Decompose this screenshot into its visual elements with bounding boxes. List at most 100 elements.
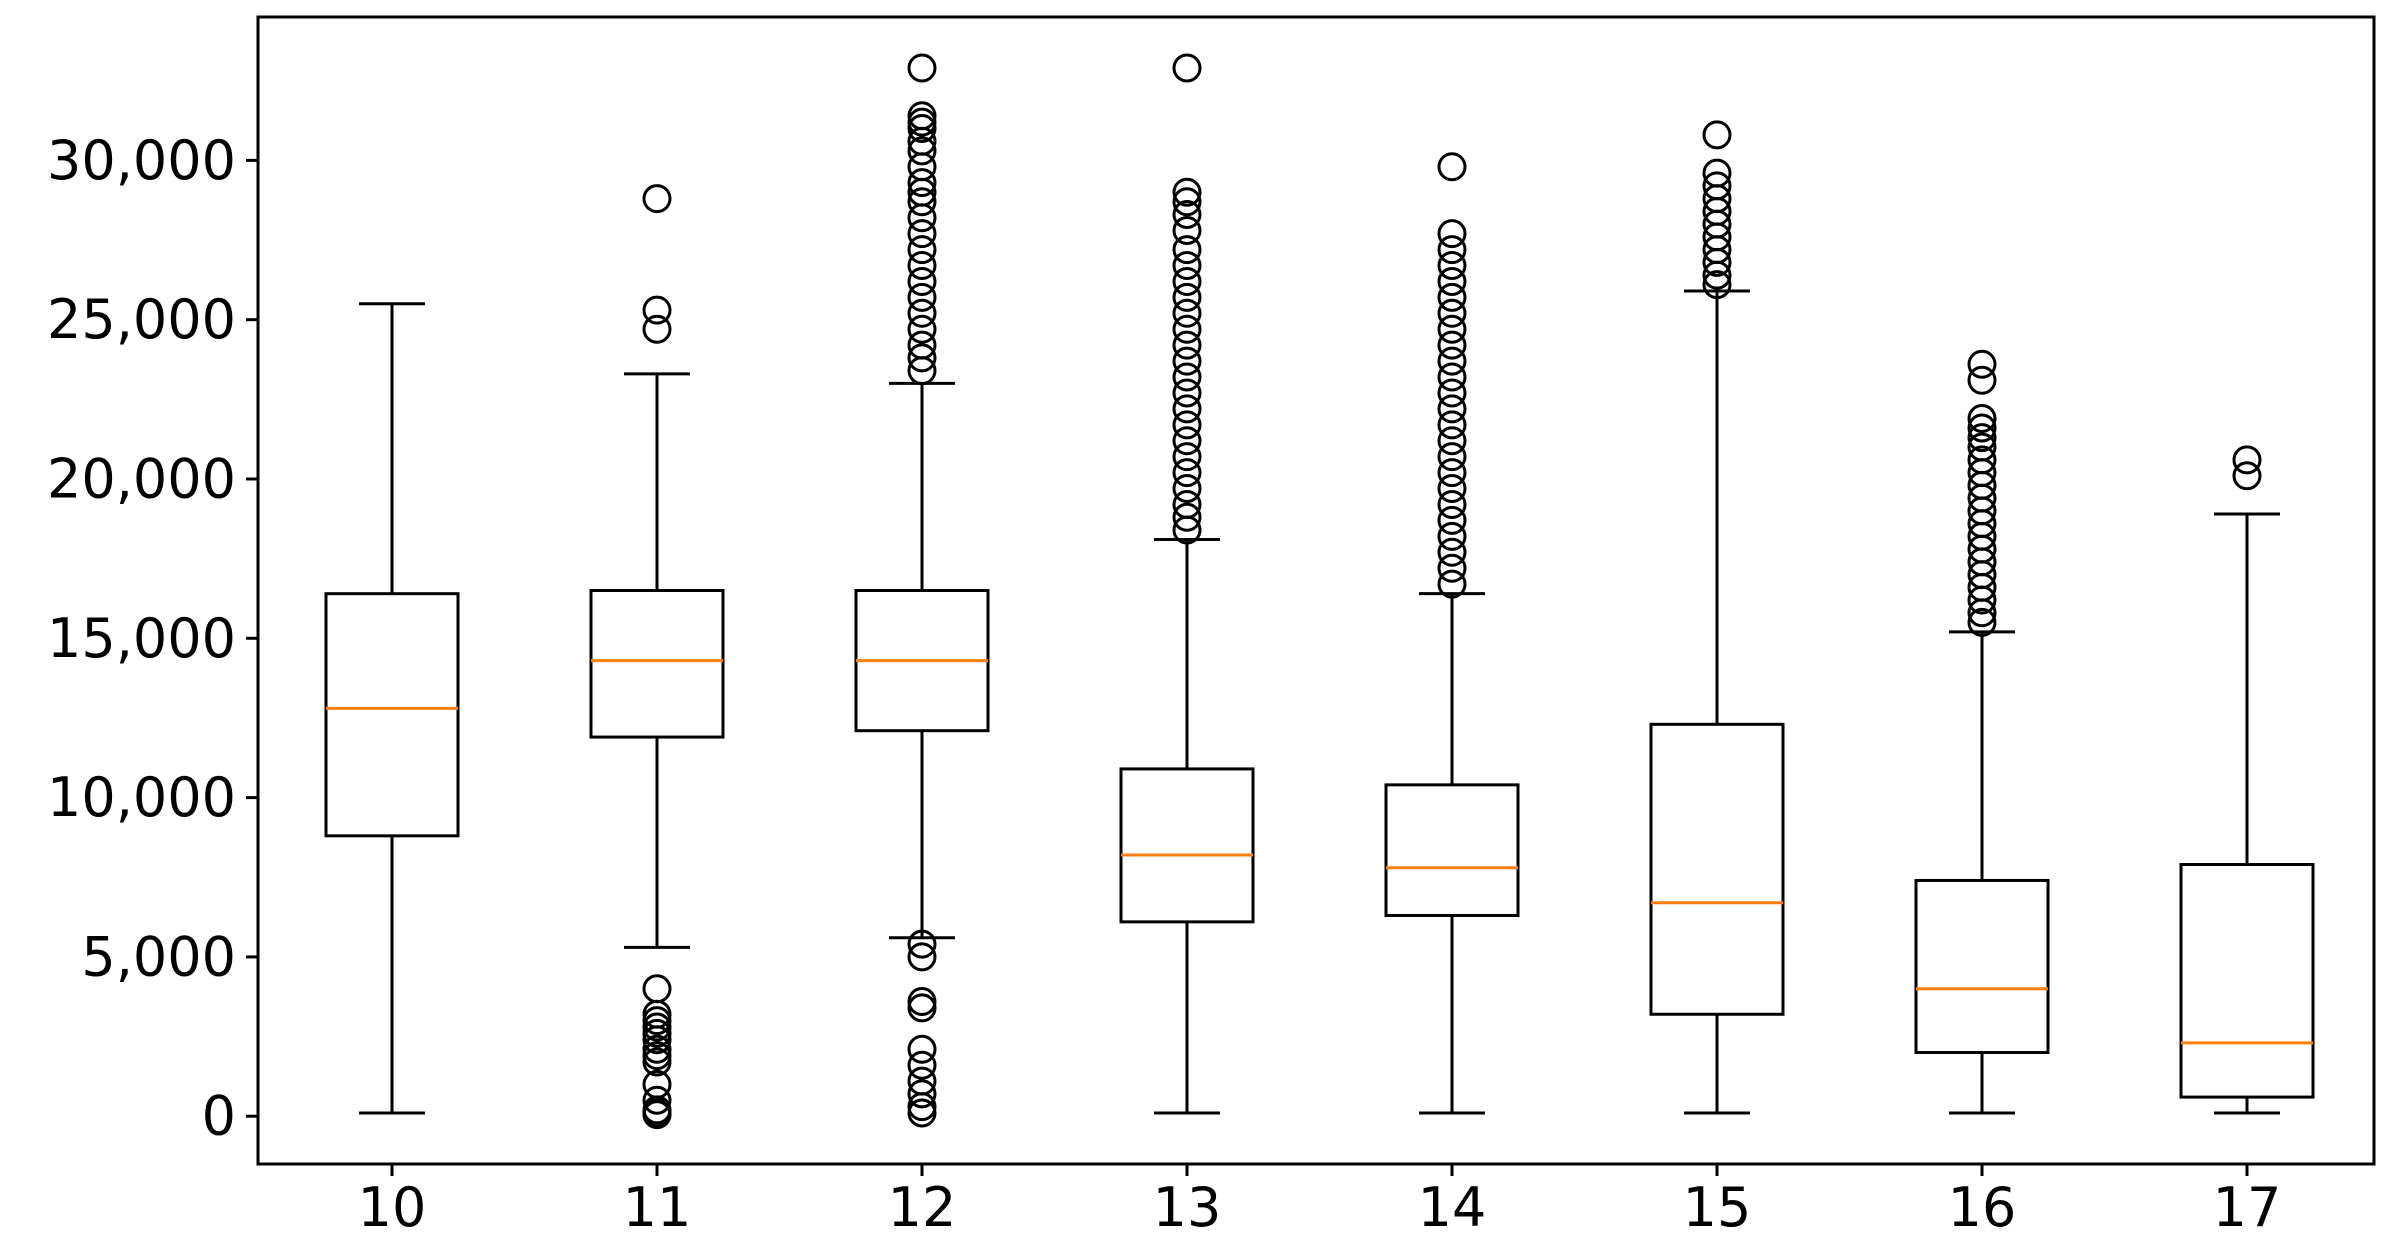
outlier-point bbox=[1172, 251, 1202, 281]
outlier-point bbox=[907, 1034, 937, 1064]
outlier-point bbox=[907, 136, 937, 166]
outlier-point bbox=[907, 356, 937, 386]
outlier-point bbox=[1172, 474, 1202, 504]
outlier-point bbox=[1437, 505, 1467, 535]
outlier-point bbox=[1172, 330, 1202, 360]
outlier-point bbox=[2232, 445, 2262, 475]
outlier-point bbox=[1172, 282, 1202, 312]
iqr-box bbox=[1649, 722, 1785, 1016]
outlier-point bbox=[1702, 120, 1732, 150]
outlier-point bbox=[907, 266, 937, 296]
outlier-point bbox=[1172, 502, 1202, 532]
outlier-point bbox=[1437, 298, 1467, 328]
outlier-point bbox=[1172, 378, 1202, 408]
outlier-point bbox=[1172, 458, 1202, 488]
outlier-point bbox=[1172, 346, 1202, 376]
outlier-point bbox=[1967, 403, 1997, 433]
box-group-10 bbox=[324, 302, 460, 1115]
outlier-point bbox=[642, 1047, 672, 1077]
outlier-point bbox=[1702, 247, 1732, 277]
outlier-point bbox=[1967, 349, 1997, 379]
outlier-point bbox=[1702, 270, 1732, 300]
outlier-point bbox=[1172, 235, 1202, 265]
outlier-point bbox=[642, 184, 672, 214]
y-tick-label: 30,000 bbox=[47, 129, 236, 192]
outlier-point bbox=[907, 1079, 937, 1109]
box-group-12 bbox=[854, 53, 990, 1128]
outlier-point bbox=[1172, 515, 1202, 545]
outlier-point bbox=[907, 298, 937, 328]
plot-area bbox=[324, 53, 2315, 1130]
outlier-point bbox=[1437, 458, 1467, 488]
x-tick-label: 10 bbox=[358, 1176, 427, 1239]
outlier-point bbox=[1437, 394, 1467, 424]
outlier-point bbox=[1437, 489, 1467, 519]
x-axis: 10 11 12 13 14 15 16 17 bbox=[358, 1164, 2282, 1239]
iqr-box bbox=[1914, 878, 2050, 1054]
outlier-point bbox=[1437, 251, 1467, 281]
outlier-point bbox=[1172, 187, 1202, 217]
y-tick-label: 5,000 bbox=[81, 925, 236, 988]
outlier-point bbox=[1437, 330, 1467, 360]
outlier-point bbox=[907, 1050, 937, 1080]
x-tick-label: 14 bbox=[1418, 1176, 1487, 1239]
outlier-point bbox=[1172, 426, 1202, 456]
x-tick-label: 16 bbox=[1948, 1176, 2017, 1239]
outlier-point bbox=[2232, 461, 2262, 491]
outlier-point bbox=[1437, 314, 1467, 344]
box-group-13 bbox=[1119, 53, 1255, 1115]
outlier-point bbox=[1437, 474, 1467, 504]
outlier-point bbox=[1437, 569, 1467, 599]
x-tick-label: 12 bbox=[888, 1176, 957, 1239]
outlier-point bbox=[1172, 53, 1202, 83]
outlier-point bbox=[907, 343, 937, 373]
outlier-point bbox=[1967, 598, 1997, 628]
outlier-point bbox=[1172, 394, 1202, 424]
outlier-point bbox=[1437, 362, 1467, 392]
outlier-point bbox=[1702, 260, 1732, 290]
outlier-point bbox=[1967, 607, 1997, 637]
outlier-point bbox=[907, 251, 937, 281]
outlier-point bbox=[1172, 266, 1202, 296]
outlier-point bbox=[1437, 378, 1467, 408]
iqr-box bbox=[589, 589, 725, 739]
iqr-box bbox=[2179, 863, 2315, 1099]
outlier-point bbox=[907, 282, 937, 312]
iqr-box bbox=[1119, 767, 1255, 924]
outlier-point bbox=[907, 114, 937, 144]
box-group-15 bbox=[1649, 120, 1785, 1115]
outlier-point bbox=[1172, 298, 1202, 328]
y-axis: 0 5,000 10,000 15,000 20,000 25,000 30,000 bbox=[47, 129, 258, 1148]
outlier-point bbox=[1437, 235, 1467, 265]
outlier-point bbox=[1967, 365, 1997, 395]
outlier-point bbox=[1437, 521, 1467, 551]
outlier-point bbox=[1437, 442, 1467, 472]
outlier-point bbox=[907, 929, 937, 959]
outlier-point bbox=[1437, 346, 1467, 376]
outlier-point bbox=[1437, 410, 1467, 440]
y-tick-label: 10,000 bbox=[47, 766, 236, 829]
outlier-point bbox=[642, 974, 672, 1004]
outlier-point bbox=[1172, 200, 1202, 230]
outlier-point bbox=[907, 314, 937, 344]
outlier-point bbox=[907, 187, 937, 217]
x-tick-label: 11 bbox=[623, 1176, 692, 1239]
plot-frame bbox=[256, 15, 2376, 1166]
x-tick-label: 17 bbox=[2213, 1176, 2282, 1239]
outlier-point bbox=[1437, 426, 1467, 456]
iqr-box bbox=[324, 592, 460, 838]
outlier-point bbox=[1437, 537, 1467, 567]
outlier-point bbox=[907, 219, 937, 249]
outlier-point bbox=[1437, 266, 1467, 296]
outlier-point bbox=[1172, 177, 1202, 207]
outlier-point bbox=[1967, 413, 1997, 443]
outlier-point bbox=[1967, 423, 1997, 453]
y-tick-label: 20,000 bbox=[47, 447, 236, 510]
y-tick-label: 25,000 bbox=[47, 288, 236, 351]
y-tick-label: 0 bbox=[202, 1085, 236, 1148]
outlier-point bbox=[1437, 282, 1467, 312]
y-tick-label: 15,000 bbox=[47, 607, 236, 670]
outlier-point bbox=[642, 295, 672, 325]
outlier-point bbox=[1437, 219, 1467, 249]
outlier-point bbox=[907, 942, 937, 972]
